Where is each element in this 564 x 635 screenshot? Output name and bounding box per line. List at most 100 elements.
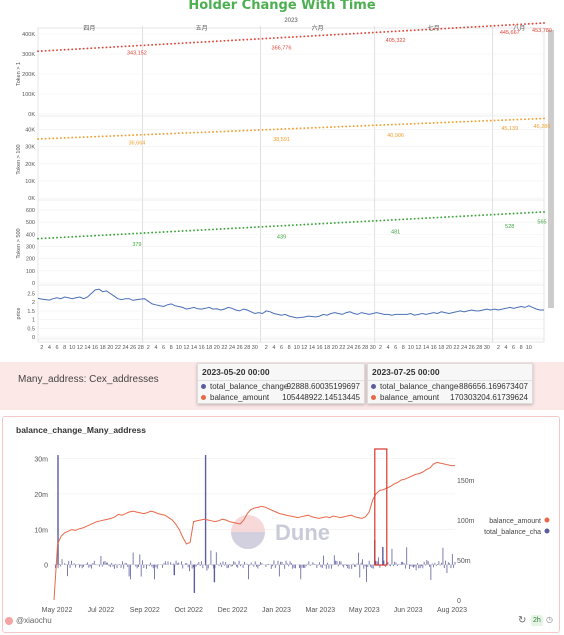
series-point <box>48 137 51 140</box>
tooltip-2-row-change: total_balance_change -886656.169673407 <box>368 381 532 392</box>
series-point <box>299 223 302 226</box>
x-tick-label: Jun 2023 <box>394 607 423 614</box>
y-tick-label: 500 <box>26 220 35 226</box>
series-point <box>326 222 329 225</box>
series-point <box>493 213 496 216</box>
series-point <box>341 33 344 36</box>
series-point <box>447 27 450 30</box>
series-point <box>444 216 447 219</box>
series-point <box>63 236 66 239</box>
series-point <box>459 120 462 123</box>
x-tick-label: 18 <box>206 345 212 351</box>
series-point <box>78 136 81 139</box>
y-tick-label: 30K <box>25 145 35 151</box>
series-point <box>543 22 545 24</box>
x-tick-label: May 2023 <box>349 607 380 614</box>
series-point <box>474 120 477 123</box>
series-point <box>37 50 39 53</box>
series-point <box>37 138 39 140</box>
balance-line <box>53 461 455 601</box>
series-point <box>474 25 477 28</box>
series-point <box>516 118 519 121</box>
y-tick-label: 1.5 <box>27 309 35 315</box>
series-point <box>185 41 188 44</box>
tooltip-value: 105448922.14513445 <box>282 393 360 402</box>
x-tick-label: 6 <box>512 345 515 351</box>
series-point <box>158 133 161 135</box>
series-point <box>478 25 481 28</box>
series-point <box>276 36 279 39</box>
series-point <box>485 213 488 216</box>
series-point <box>238 129 241 132</box>
x-tick-label: 2 <box>379 345 382 351</box>
x-tick-label: 30 <box>370 345 376 351</box>
series-point <box>356 220 359 223</box>
series-point <box>105 135 108 138</box>
x-tick-label: 24 <box>347 345 353 351</box>
series-point <box>379 124 382 127</box>
x-month-label: 四月 <box>83 25 95 32</box>
series-point <box>463 215 466 218</box>
series-point <box>124 134 127 137</box>
visualization-title: balance_change_Many_address <box>16 425 146 435</box>
tooltip-key: total_balance_change <box>210 382 289 391</box>
x-tick-label: 10 <box>408 345 414 351</box>
series-point <box>383 123 386 126</box>
x-tick-label: 6 <box>55 345 58 351</box>
chart-title: Holder Change With Time <box>188 0 376 13</box>
y-tick-label: 0K <box>28 112 35 118</box>
series-point <box>413 122 416 125</box>
series-point <box>398 123 401 126</box>
series-point <box>132 232 135 235</box>
series-point <box>387 219 389 222</box>
filter-label[interactable]: Many_address: Cex_addresses <box>18 374 159 385</box>
refresh-icon[interactable]: ↻ <box>518 615 527 626</box>
x-tick-label: 4 <box>272 345 275 351</box>
x-tick-label: 16 <box>431 345 437 351</box>
series-point <box>539 22 542 25</box>
series-point <box>406 29 408 32</box>
series-point <box>501 119 504 122</box>
series-point <box>463 26 466 29</box>
avatar-icon[interactable] <box>5 617 13 625</box>
tooltip-1-row-change: total_balance_change -92888.60035199697 <box>198 381 364 392</box>
scrollbar-thumb <box>548 30 554 308</box>
series-point <box>337 125 340 128</box>
series-point <box>59 236 62 239</box>
series-point <box>508 118 511 121</box>
series-point <box>128 232 131 235</box>
y-tick-label: 300K <box>22 52 35 58</box>
series-point <box>535 117 538 120</box>
series-point <box>261 225 264 228</box>
x-month-label: 六月 <box>312 24 324 32</box>
series-point <box>455 121 458 123</box>
x-tick-label: 30 <box>484 345 490 351</box>
series-point <box>253 38 256 41</box>
series-point <box>505 212 507 215</box>
series-point <box>326 34 329 37</box>
highlight-box <box>374 448 388 566</box>
series-point <box>402 29 405 32</box>
series-point <box>143 232 146 234</box>
series-point <box>78 235 81 238</box>
series-point <box>364 124 367 127</box>
series-point <box>109 135 112 137</box>
series-point <box>318 222 321 225</box>
series-point <box>147 44 150 47</box>
author-credit[interactable]: @xiaochu <box>16 616 52 625</box>
series-point <box>345 125 348 128</box>
series-point <box>170 230 173 233</box>
series-point <box>390 218 393 221</box>
x-tick-label: 18 <box>100 345 106 351</box>
series-point <box>295 224 298 226</box>
series-point <box>390 30 393 33</box>
series-point <box>44 137 47 140</box>
x-tick-label: 24 <box>122 345 128 351</box>
series-point <box>337 221 340 224</box>
series-point <box>493 24 496 27</box>
series-point <box>120 233 123 236</box>
series-point <box>242 38 245 41</box>
series-point <box>501 213 504 216</box>
series-point <box>360 32 363 35</box>
x-year-label: 2023 <box>284 18 298 24</box>
